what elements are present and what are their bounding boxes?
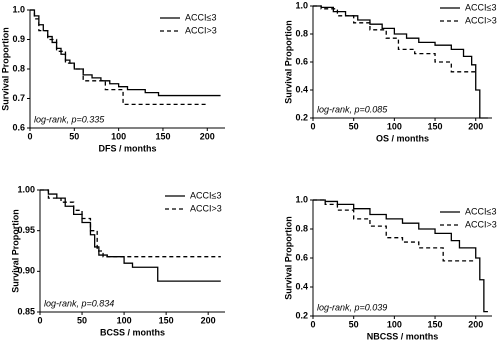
x-axis-label: DFS / months — [99, 143, 157, 153]
y-tick-label: 0.4 — [295, 84, 308, 94]
y-tick-label: 0.6 — [12, 122, 25, 132]
y-tick-label: 1.00 — [17, 184, 35, 194]
y-axis-label: Survival Proportion — [283, 20, 293, 104]
y-tick-label: 0.2 — [295, 112, 308, 122]
y-tick-label: 0.90 — [17, 266, 35, 276]
y-axis-label: Survival Proportion — [0, 27, 10, 111]
annotation: log-rank, p=0.039 — [317, 302, 387, 312]
legend-label: ACCI>3 — [465, 219, 497, 229]
x-tick-label: 100 — [117, 315, 132, 325]
annotation: log-rank, p=0.085 — [317, 104, 388, 114]
x-tick-label: 0 — [27, 131, 32, 141]
survival-curve — [30, 9, 208, 106]
x-tick-label: 100 — [111, 131, 126, 141]
survival-curve — [40, 189, 221, 282]
y-tick-label: 0.8 — [295, 223, 308, 233]
legend-label: ACCI>3 — [190, 203, 222, 213]
y-tick-label: 1.0 — [295, 194, 308, 204]
legend-label: ACCI>3 — [465, 15, 497, 25]
legend-label: ACCI≤3 — [465, 2, 496, 12]
x-tick-label: 150 — [155, 131, 170, 141]
y-tick-label: 0.7 — [12, 93, 25, 103]
y-tick-label: 1.0 — [295, 0, 308, 10]
survival-curve — [313, 199, 476, 262]
y-axis-label: Survival Proportion — [283, 216, 293, 300]
y-tick-label: 0.2 — [295, 310, 308, 320]
y-tick-label: 1.0 — [12, 4, 25, 14]
survival-curve — [40, 189, 221, 258]
x-tick-label: 200 — [468, 121, 483, 131]
survival-curve — [30, 9, 221, 97]
y-tick-label: 0.8 — [295, 28, 308, 38]
x-tick-label: 0 — [310, 319, 315, 329]
y-tick-label: 0.6 — [295, 252, 308, 262]
x-tick-label: 200 — [468, 319, 483, 329]
y-tick-label: 0.4 — [295, 281, 308, 291]
legend-label: ACCI>3 — [185, 25, 217, 35]
x-tick-label: 150 — [428, 121, 443, 131]
x-axis-label: NBCSS / months — [367, 331, 439, 341]
x-tick-label: 50 — [349, 319, 359, 329]
y-tick-label: 0.95 — [17, 225, 35, 235]
x-axis-label: BCSS / months — [100, 327, 165, 337]
annotation: log-rank, p=0.335 — [34, 114, 105, 124]
y-axis-label: Survival Proportion — [10, 209, 20, 293]
survival-curve — [313, 5, 488, 119]
x-tick-label: 0 — [310, 121, 315, 131]
x-tick-label: 100 — [387, 121, 402, 131]
x-tick-label: 0 — [37, 315, 42, 325]
x-tick-label: 50 — [69, 131, 79, 141]
x-tick-label: 200 — [200, 131, 215, 141]
x-tick-label: 150 — [428, 319, 443, 329]
annotation: log-rank, p=0.834 — [44, 298, 114, 308]
x-tick-label: 100 — [387, 319, 402, 329]
x-tick-label: 50 — [77, 315, 87, 325]
y-tick-label: 0.6 — [295, 56, 308, 66]
survival-curve — [313, 199, 488, 313]
y-tick-label: 0.8 — [12, 63, 25, 73]
legend-label: ACCI≤3 — [190, 190, 221, 200]
y-tick-label: 0.85 — [17, 306, 35, 316]
survival-curve — [313, 5, 476, 73]
x-tick-label: 50 — [349, 121, 359, 131]
legend-label: ACCI≤3 — [465, 206, 496, 216]
x-tick-label: 150 — [159, 315, 174, 325]
y-tick-label: 0.9 — [12, 34, 25, 44]
legend-label: ACCI≤3 — [185, 12, 216, 22]
x-tick-label: 200 — [201, 315, 216, 325]
x-axis-label: OS / months — [376, 133, 429, 143]
